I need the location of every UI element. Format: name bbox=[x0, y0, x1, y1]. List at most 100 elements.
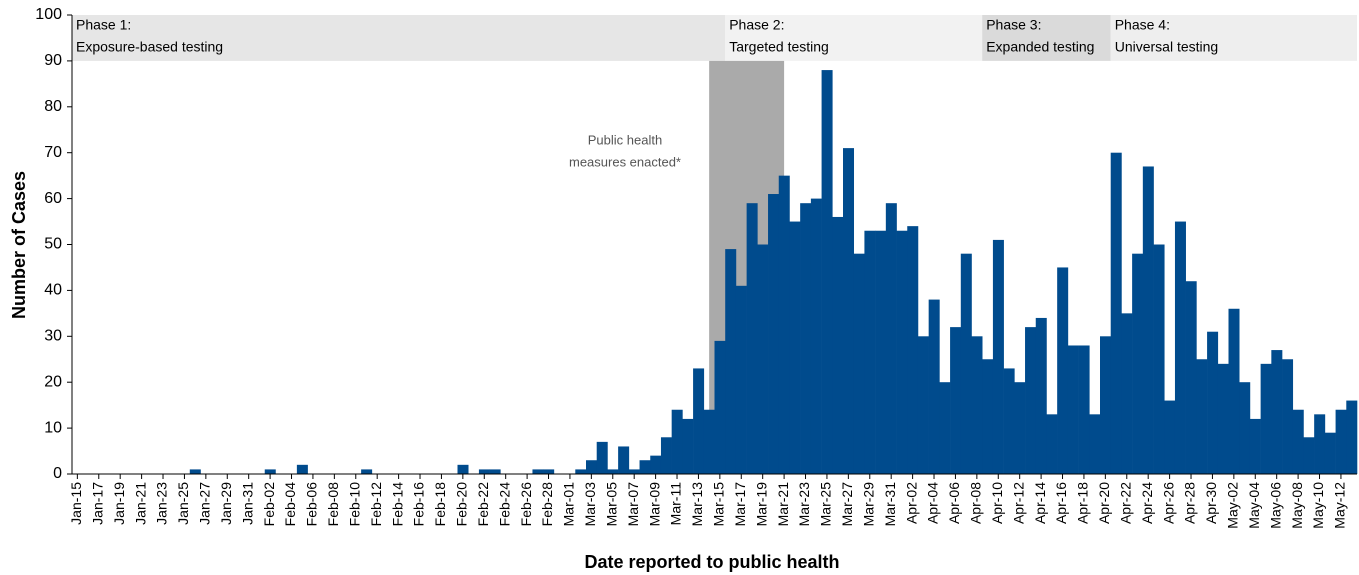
x-tick-label: Mar-29 bbox=[860, 482, 876, 527]
x-tick-label: Mar-09 bbox=[646, 482, 662, 527]
bar bbox=[810, 198, 822, 474]
bar bbox=[1132, 253, 1144, 474]
bar bbox=[264, 469, 276, 474]
bar bbox=[960, 253, 972, 474]
bar bbox=[1346, 400, 1358, 474]
bar bbox=[703, 409, 715, 474]
x-tick-label: May-12 bbox=[1332, 482, 1348, 529]
bar bbox=[757, 244, 769, 474]
x-tick-label: May-08 bbox=[1289, 482, 1305, 529]
bar bbox=[361, 469, 373, 474]
bar bbox=[618, 446, 630, 474]
bar bbox=[639, 460, 651, 474]
bar bbox=[1324, 432, 1336, 474]
bar bbox=[1292, 409, 1304, 474]
bar bbox=[1303, 437, 1315, 474]
x-tick-label: Apr-14 bbox=[1032, 482, 1048, 524]
x-tick-label: Feb-14 bbox=[389, 482, 405, 527]
bar bbox=[982, 359, 994, 474]
bar bbox=[843, 148, 855, 475]
bar bbox=[1078, 345, 1090, 474]
x-tick-label: Feb-12 bbox=[368, 482, 384, 527]
bar bbox=[725, 249, 737, 474]
x-tick-label: Feb-28 bbox=[539, 482, 555, 527]
x-tick-label: Apr-02 bbox=[903, 482, 919, 524]
bar bbox=[1228, 308, 1240, 474]
x-tick-label: May-02 bbox=[1225, 482, 1241, 529]
bar bbox=[992, 239, 1004, 474]
bar bbox=[1185, 281, 1197, 474]
phase-name: Phase 4: bbox=[1115, 17, 1170, 33]
bar bbox=[950, 327, 962, 474]
phase-label: Exposure-based testing bbox=[76, 39, 223, 55]
bar bbox=[800, 203, 812, 474]
x-tick-label: Apr-26 bbox=[1160, 482, 1176, 524]
bar bbox=[928, 299, 940, 474]
x-axis-title: Date reported to public health bbox=[584, 552, 839, 572]
bar bbox=[296, 464, 308, 474]
y-tick-label: 100 bbox=[35, 6, 62, 23]
x-tick-label: Apr-06 bbox=[946, 482, 962, 524]
x-tick-label: Apr-28 bbox=[1182, 482, 1198, 524]
x-tick-label: Feb-02 bbox=[261, 482, 277, 527]
x-tick-label: Mar-31 bbox=[882, 482, 898, 527]
x-tick-label: Mar-19 bbox=[753, 482, 769, 527]
bar bbox=[832, 216, 844, 474]
phase-name: Phase 3: bbox=[986, 17, 1041, 33]
phase-name: Phase 2: bbox=[729, 17, 784, 33]
bar bbox=[478, 469, 490, 474]
phase-name: Phase 1: bbox=[76, 17, 131, 33]
x-tick-label: Jan-29 bbox=[218, 482, 234, 525]
x-tick-label: Mar-01 bbox=[561, 482, 577, 527]
bar bbox=[1207, 331, 1219, 474]
x-tick-label: Mar-07 bbox=[625, 482, 641, 527]
bar bbox=[628, 469, 640, 474]
x-tick-label: Mar-21 bbox=[775, 482, 791, 527]
x-tick-label: Mar-03 bbox=[582, 482, 598, 527]
phase-label: Expanded testing bbox=[986, 39, 1094, 55]
bar bbox=[660, 437, 672, 474]
x-tick-label: Apr-18 bbox=[1075, 482, 1091, 524]
y-tick-label: 80 bbox=[44, 98, 62, 115]
bar bbox=[1335, 409, 1347, 474]
bar bbox=[693, 368, 705, 474]
phase-band bbox=[72, 15, 726, 61]
bar bbox=[596, 441, 608, 474]
bar bbox=[821, 70, 833, 474]
x-tick-label: Jan-31 bbox=[239, 482, 255, 525]
bar bbox=[1196, 359, 1208, 474]
bar bbox=[586, 460, 598, 474]
y-tick-label: 30 bbox=[44, 328, 62, 345]
x-tick-label: Jan-23 bbox=[154, 482, 170, 525]
bar bbox=[875, 230, 887, 474]
bar bbox=[1153, 244, 1165, 474]
bar bbox=[1014, 382, 1026, 474]
bar bbox=[1249, 418, 1261, 474]
bar bbox=[1067, 345, 1079, 474]
x-tick-label: Apr-20 bbox=[1096, 482, 1112, 524]
x-tick-label: Jan-17 bbox=[89, 482, 105, 525]
x-tick-label: Apr-22 bbox=[1117, 482, 1133, 524]
bar bbox=[778, 175, 790, 474]
phase-band bbox=[1110, 15, 1357, 61]
x-tick-label: Feb-04 bbox=[282, 482, 298, 527]
y-tick-label: 10 bbox=[44, 419, 62, 436]
bar bbox=[1282, 359, 1294, 474]
bar bbox=[1271, 350, 1283, 474]
bar bbox=[1142, 166, 1154, 474]
x-tick-label: Mar-17 bbox=[732, 482, 748, 527]
x-tick-label: Feb-06 bbox=[304, 482, 320, 527]
x-tick-label: Feb-22 bbox=[475, 482, 491, 527]
bar bbox=[896, 230, 908, 474]
bar bbox=[650, 455, 662, 474]
shade-label: measures enacted* bbox=[569, 154, 681, 169]
y-tick-label: 50 bbox=[44, 236, 62, 253]
x-tick-label: Feb-20 bbox=[454, 482, 470, 527]
x-tick-label: Feb-10 bbox=[346, 482, 362, 527]
phase-label: Targeted testing bbox=[729, 39, 829, 55]
x-tick-label: Mar-27 bbox=[839, 482, 855, 527]
bar bbox=[543, 469, 555, 474]
x-tick-label: Mar-25 bbox=[818, 482, 834, 527]
